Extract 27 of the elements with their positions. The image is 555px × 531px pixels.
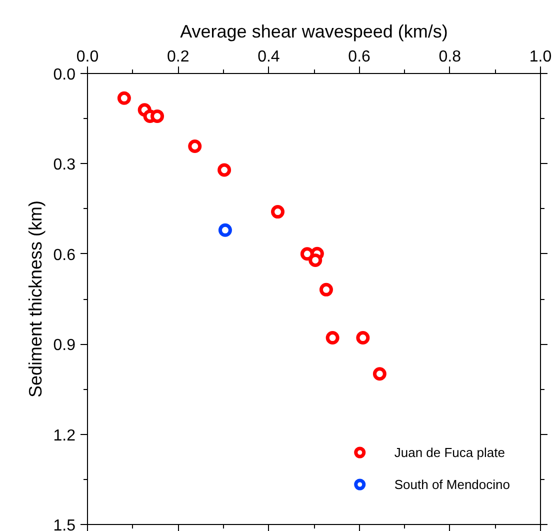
point bbox=[319, 282, 333, 296]
y-tick-label: 0.0 bbox=[53, 66, 76, 84]
x-axis-title: Average shear wavespeed (km/s) bbox=[180, 22, 448, 42]
x-tick-label: 1.0 bbox=[529, 48, 552, 66]
x-tick-label: 0.6 bbox=[348, 48, 371, 66]
point bbox=[218, 223, 232, 237]
legend-label: South of Mendocino bbox=[394, 476, 510, 492]
point bbox=[117, 91, 131, 105]
y-tick-label: 0.6 bbox=[53, 246, 76, 264]
point bbox=[150, 109, 164, 123]
point bbox=[356, 331, 370, 345]
y-axis-title: Sediment thickness (km) bbox=[25, 200, 46, 398]
point bbox=[218, 163, 232, 177]
point bbox=[188, 140, 202, 153]
point bbox=[326, 331, 340, 345]
y-tick-label: 1.2 bbox=[53, 427, 76, 444]
x-tick-label: 0.2 bbox=[166, 48, 190, 66]
y-tick-label: 0.9 bbox=[53, 337, 76, 354]
point bbox=[372, 367, 386, 381]
point bbox=[271, 205, 285, 219]
legend-label: Juan de Fuca plate bbox=[394, 444, 505, 460]
x-tick-label: 0.8 bbox=[438, 48, 462, 66]
x-tick-label: 0.4 bbox=[258, 48, 280, 66]
point bbox=[308, 253, 322, 267]
y-tick-label: 0.3 bbox=[53, 156, 76, 174]
x-tick-label: 0.0 bbox=[76, 48, 99, 66]
y-tick-label: 1.5 bbox=[53, 518, 76, 531]
